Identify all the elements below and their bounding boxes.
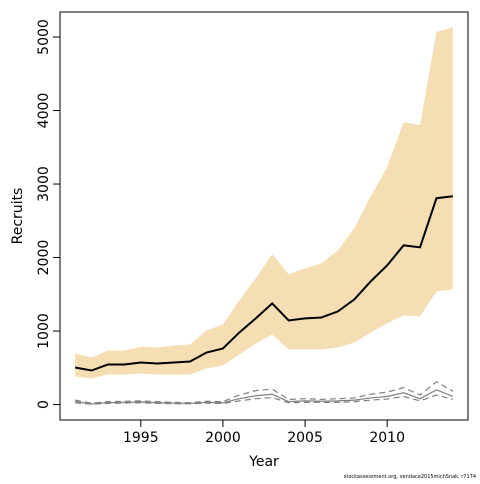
x-axis-label: Year	[248, 454, 279, 470]
y-tick-label: 2000	[36, 240, 52, 276]
plot-frame	[59, 11, 469, 421]
y-tick-label: 3000	[36, 166, 52, 202]
y-tick-label: 4000	[36, 93, 52, 129]
y-tick-label: 0	[36, 400, 52, 409]
y-tick-label: 5000	[36, 19, 52, 55]
series-line	[75, 394, 454, 405]
x-tick-label: 2005	[287, 430, 323, 446]
x-tick-label: 2000	[205, 430, 241, 446]
y-tick-label: 1000	[36, 313, 52, 349]
confidence-band	[75, 26, 453, 379]
series-line	[74, 195, 454, 372]
y-axis-label: Recruits	[10, 188, 26, 245]
x-tick-label: 1995	[123, 430, 159, 446]
x-tick-label: 2010	[369, 430, 405, 446]
footnote: stockassessment.org, vendace2015michSnak…	[344, 474, 476, 480]
series-line	[75, 381, 454, 404]
series-line	[75, 389, 454, 405]
